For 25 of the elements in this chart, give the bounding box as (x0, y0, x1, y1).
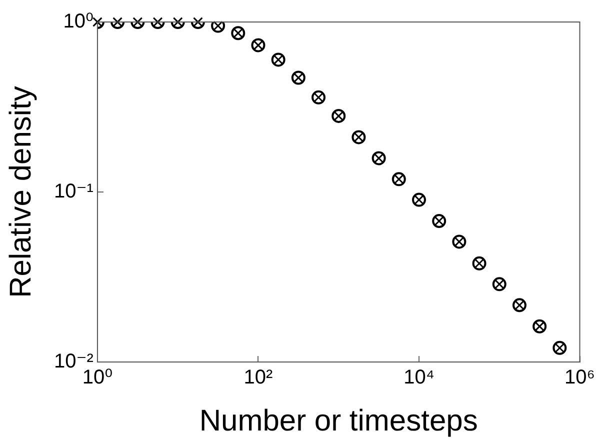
y-tick-label: 10⁰ (63, 10, 94, 33)
point (472, 256, 486, 270)
point (352, 130, 366, 144)
point (432, 214, 446, 228)
x-tick-label: 10² (244, 366, 274, 389)
point (532, 319, 547, 334)
y-tick-label: 10⁻¹ (54, 180, 94, 203)
y-axis-title: Relative density (4, 86, 38, 298)
point (291, 70, 306, 85)
point (332, 108, 346, 123)
point (492, 277, 506, 292)
point (412, 192, 426, 207)
point (251, 38, 266, 52)
point (231, 26, 246, 40)
x-tick-label: 10⁴ (404, 366, 434, 389)
x-axis-title: Number or timesteps (199, 404, 478, 438)
point (211, 20, 226, 33)
point (392, 172, 406, 186)
point (271, 52, 286, 67)
point (372, 151, 386, 166)
point (452, 234, 466, 249)
point (312, 90, 326, 104)
point (552, 340, 567, 355)
x-tick-label: 10⁶ (564, 366, 596, 389)
point (512, 298, 526, 312)
